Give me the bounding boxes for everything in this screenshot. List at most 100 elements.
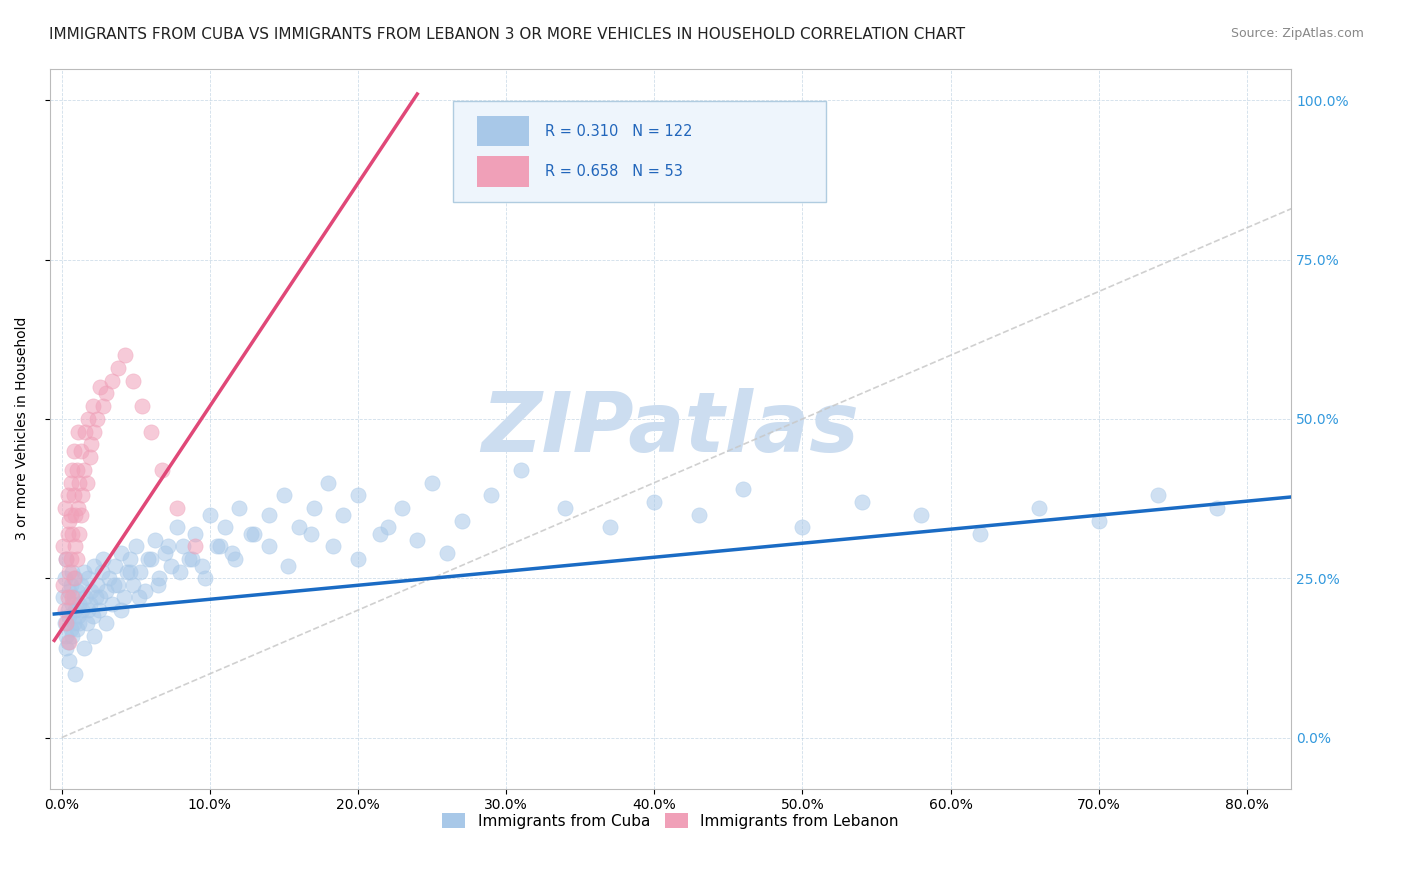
- Point: [368, 526, 391, 541]
- Point: [166, 501, 188, 516]
- Point: [128, 591, 150, 605]
- Point: [131, 399, 153, 413]
- Point: [59, 475, 82, 490]
- Point: [194, 571, 217, 585]
- Point: [257, 540, 280, 554]
- Point: [55, 552, 77, 566]
- Point: [198, 508, 221, 522]
- Point: [73, 641, 96, 656]
- Point: [118, 565, 141, 579]
- Point: [60, 591, 83, 605]
- Point: [243, 526, 266, 541]
- Point: [86, 577, 108, 591]
- Point: [60, 565, 83, 579]
- FancyBboxPatch shape: [477, 116, 529, 146]
- Point: [146, 577, 169, 591]
- Point: [240, 526, 263, 541]
- Point: [83, 425, 105, 439]
- Point: [851, 495, 873, 509]
- Point: [332, 508, 354, 522]
- Point: [257, 508, 280, 522]
- Point: [56, 635, 79, 649]
- Point: [77, 571, 100, 585]
- Point: [1206, 501, 1229, 516]
- Point: [94, 615, 117, 630]
- Point: [80, 584, 103, 599]
- Text: R = 0.310   N = 122: R = 0.310 N = 122: [546, 124, 693, 138]
- Point: [59, 552, 82, 566]
- Point: [55, 615, 77, 630]
- Point: [91, 399, 114, 413]
- Point: [70, 577, 93, 591]
- Point: [139, 425, 162, 439]
- Point: [121, 374, 143, 388]
- Point: [53, 615, 76, 630]
- Point: [510, 463, 533, 477]
- Text: IMMIGRANTS FROM CUBA VS IMMIGRANTS FROM LEBANON 3 OR MORE VEHICLES IN HOUSEHOLD : IMMIGRANTS FROM CUBA VS IMMIGRANTS FROM …: [49, 27, 966, 42]
- Point: [62, 488, 84, 502]
- Point: [76, 615, 98, 630]
- Point: [63, 666, 86, 681]
- Point: [91, 552, 114, 566]
- Point: [86, 412, 108, 426]
- Point: [347, 488, 370, 502]
- Point: [58, 565, 80, 579]
- Point: [66, 501, 89, 516]
- Point: [299, 526, 322, 541]
- Point: [143, 533, 166, 547]
- Point: [115, 565, 138, 579]
- Point: [302, 501, 325, 516]
- Point: [53, 501, 76, 516]
- Point: [56, 591, 79, 605]
- Point: [69, 475, 91, 490]
- Point: [125, 540, 148, 554]
- Point: [139, 552, 162, 566]
- Point: [73, 565, 96, 579]
- Text: R = 0.658   N = 53: R = 0.658 N = 53: [546, 164, 683, 179]
- Point: [75, 591, 97, 605]
- Point: [53, 571, 76, 585]
- Point: [59, 508, 82, 522]
- Point: [792, 520, 814, 534]
- Point: [129, 565, 152, 579]
- Point: [80, 437, 103, 451]
- Point: [82, 399, 104, 413]
- Point: [79, 450, 101, 465]
- Point: [277, 558, 299, 573]
- Point: [377, 520, 399, 534]
- Y-axis label: 3 or more Vehicles in Household: 3 or more Vehicles in Household: [15, 317, 30, 541]
- Point: [63, 540, 86, 554]
- Point: [65, 622, 87, 636]
- Point: [347, 552, 370, 566]
- Point: [55, 629, 77, 643]
- Point: [172, 540, 194, 554]
- Point: [65, 584, 87, 599]
- Point: [688, 508, 710, 522]
- Point: [55, 552, 77, 566]
- Legend: Immigrants from Cuba, Immigrants from Lebanon: Immigrants from Cuba, Immigrants from Le…: [436, 806, 905, 835]
- Point: [112, 591, 135, 605]
- Point: [181, 552, 204, 566]
- Point: [84, 591, 107, 605]
- Point: [273, 488, 295, 502]
- Point: [207, 540, 229, 554]
- Point: [479, 488, 502, 502]
- Point: [322, 540, 344, 554]
- Point: [148, 571, 170, 585]
- Point: [60, 597, 83, 611]
- Point: [160, 558, 183, 573]
- Point: [70, 443, 93, 458]
- Point: [69, 597, 91, 611]
- Point: [60, 526, 83, 541]
- Point: [599, 520, 621, 534]
- Point: [62, 443, 84, 458]
- Point: [98, 571, 121, 585]
- Point: [134, 584, 156, 599]
- Point: [77, 603, 100, 617]
- Point: [107, 361, 129, 376]
- Text: Source: ZipAtlas.com: Source: ZipAtlas.com: [1230, 27, 1364, 40]
- Point: [52, 540, 75, 554]
- Point: [89, 591, 111, 605]
- Point: [52, 577, 75, 591]
- Point: [56, 488, 79, 502]
